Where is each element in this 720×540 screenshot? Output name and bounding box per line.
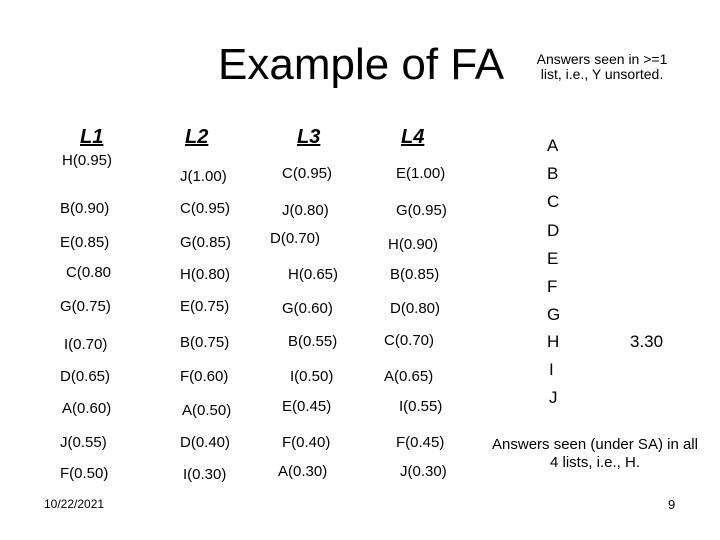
list-4-entry: C(0.70) [384,332,435,349]
list-2-entry: E(0.75) [180,298,230,315]
list-header-4: L4 [401,126,425,148]
list-1-entry: A(0.60) [62,400,112,417]
list-3-entry: E(0.45) [282,398,332,415]
list-2-entry: C(0.95) [180,200,231,217]
list-2-entry: H(0.80) [180,266,231,283]
answer-letter: E [547,249,559,268]
list-1-entry: F(0.50) [60,465,109,482]
list-3-entry: J(0.80) [282,202,329,219]
list-2-entry: I(0.30) [183,466,227,483]
answer-letter: H [547,332,560,351]
list-2-entry: F(0.60) [180,368,229,385]
list-3-entry: C(0.95) [282,165,333,182]
list-1-entry: B(0.90) [60,200,110,217]
list-2-entry: B(0.75) [180,334,230,351]
list-3-entry: B(0.55) [288,333,338,350]
answer-letter: A [547,136,559,155]
list-4-entry: G(0.95) [396,202,447,219]
slide-date: 10/22/2021 [44,497,105,511]
list-2-entry: G(0.85) [180,234,231,251]
list-1-entry: J(0.55) [60,434,107,451]
list-4-entry: J(0.30) [400,463,447,480]
list-1-entry: I(0.70) [64,336,108,353]
list-3-entry: F(0.40) [282,434,331,451]
score-h: 3.30 [630,332,664,351]
list-1-entry: H(0.95) [62,152,113,169]
answer-letter: J [549,388,558,407]
page-number: 9 [668,497,676,512]
list-4-entry: E(1.00) [396,165,446,182]
list-3-entry: D(0.70) [270,230,321,247]
answer-letter: I [549,360,554,379]
list-1-entry: E(0.85) [60,234,110,251]
list-1-entry: D(0.65) [60,368,111,385]
note-bottom: Answers seen (under SA) in all 4 lists, … [492,436,698,471]
list-2-entry: D(0.40) [180,434,231,451]
answer-letter: F [547,277,558,296]
list-4-entry: I(0.55) [399,398,443,415]
list-3-entry: A(0.30) [278,463,328,480]
list-header-3: L3 [297,126,321,148]
answer-letter: D [547,221,560,240]
list-header-2: L2 [185,126,209,148]
list-3-entry: G(0.60) [282,300,333,317]
list-3-entry: H(0.65) [288,266,339,283]
list-4-entry: B(0.85) [390,266,440,283]
list-4-entry: A(0.65) [384,368,434,385]
slide-title: Example of FA [218,40,505,89]
list-2-entry: J(1.00) [180,168,227,185]
list-3-entry: I(0.50) [290,368,334,385]
answer-letter: C [547,192,560,211]
list-4-entry: D(0.80) [390,300,441,317]
answer-letter: B [547,164,559,183]
list-4-entry: F(0.45) [396,434,445,451]
list-1-entry: G(0.75) [60,298,111,315]
list-2-entry: A(0.50) [182,402,232,419]
list-4-entry: H(0.90) [388,236,439,253]
note-top: Answers seen in >=1 list, i.e., Y unsort… [536,51,668,82]
list-header-1: L1 [80,126,104,148]
list-1-entry: C(0.80 [66,264,112,281]
answer-letter: G [547,305,561,324]
